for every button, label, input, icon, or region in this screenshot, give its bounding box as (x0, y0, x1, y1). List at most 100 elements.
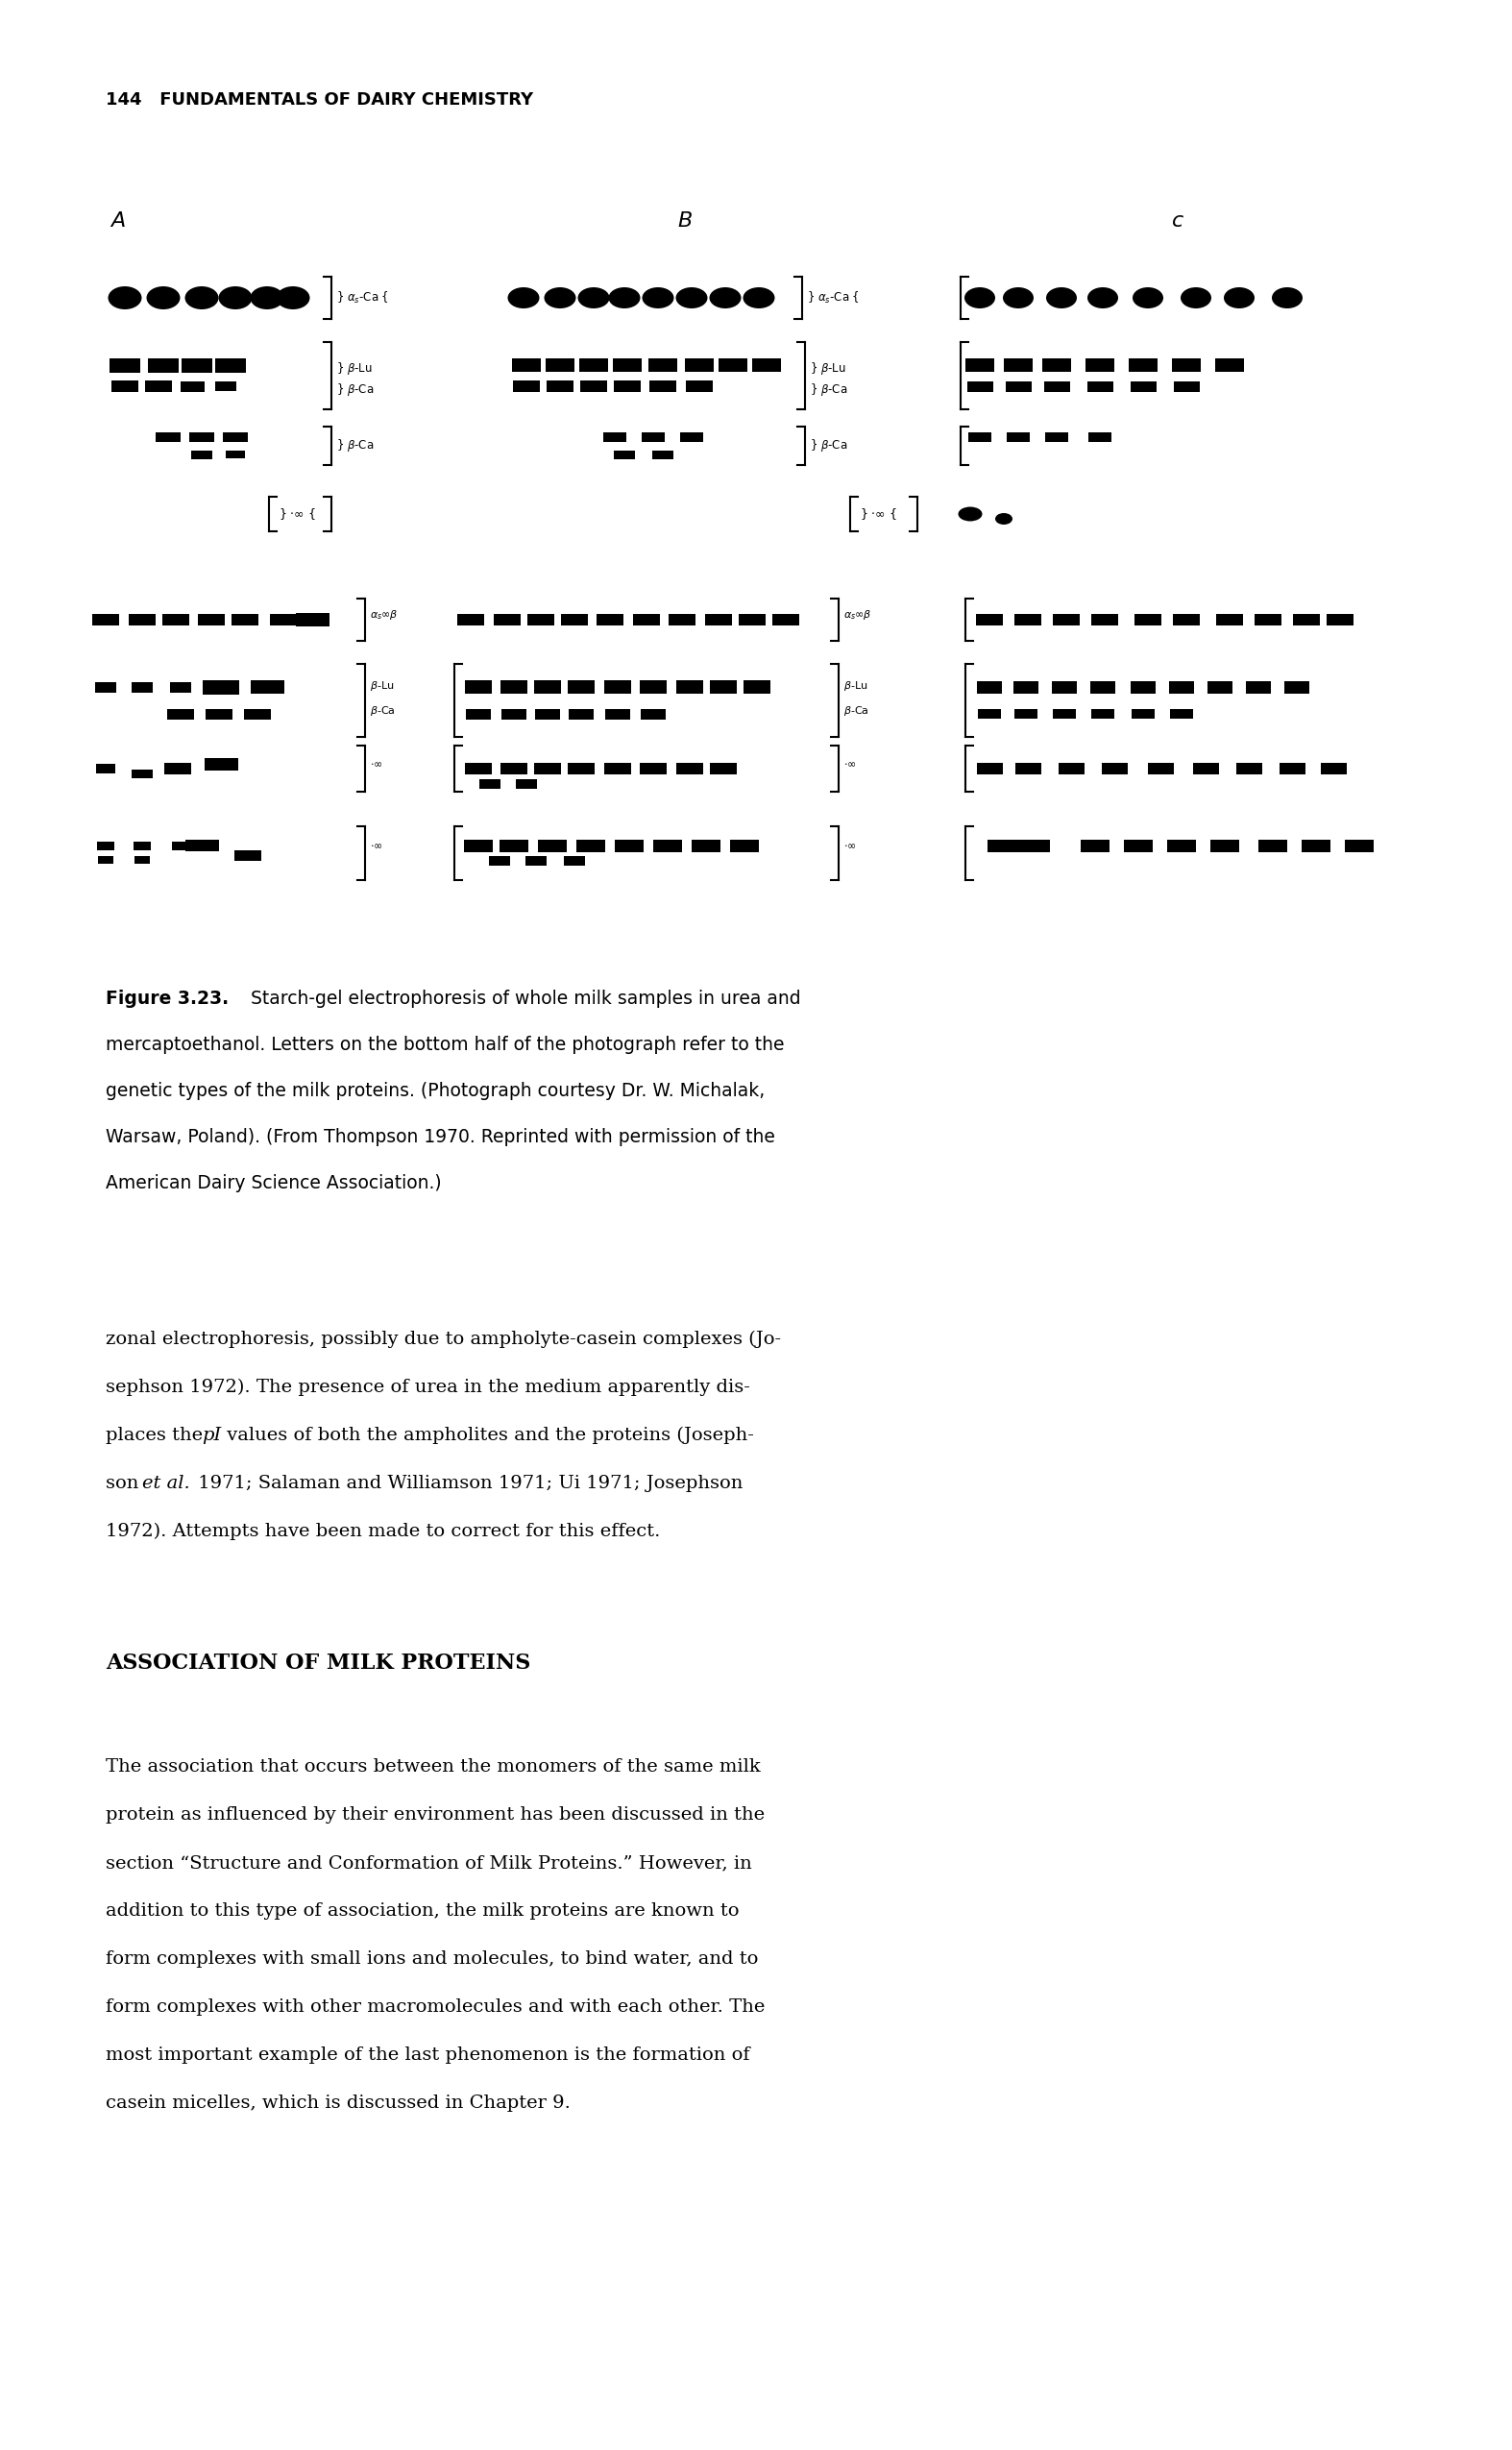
Bar (135, 855, 150, 865)
Text: } $\beta$-Ca: } $\beta$-Ca (810, 382, 848, 397)
Text: Warsaw, Poland). (From Thompson 1970. Reprinted with permission of the: Warsaw, Poland). (From Thompson 1970. Re… (106, 1127, 776, 1147)
Bar (676, 762, 703, 774)
Bar (1170, 708, 1193, 718)
Ellipse shape (676, 287, 708, 309)
Bar (1005, 380, 1031, 392)
Ellipse shape (1132, 287, 1163, 309)
Bar (1193, 762, 1219, 774)
Bar (1326, 615, 1353, 625)
Bar (97, 840, 115, 850)
Bar (145, 380, 172, 392)
Bar (640, 762, 667, 774)
Bar (1302, 840, 1331, 853)
Bar (1086, 358, 1114, 372)
Text: $\beta$-Lu: $\beta$-Lu (370, 679, 395, 693)
Ellipse shape (147, 287, 180, 309)
Text: $\beta$-Ca: $\beta$-Ca (844, 703, 869, 718)
Text: zonal electrophoresis, possibly due to ampholyte-casein complexes (Jo-: zonal electrophoresis, possibly due to a… (106, 1330, 782, 1348)
Text: et al.: et al. (142, 1475, 191, 1492)
Text: } $\alpha_s$-Ca {: } $\alpha_s$-Ca { (336, 289, 389, 306)
Bar (206, 708, 233, 720)
Bar (561, 615, 588, 625)
Text: son: son (106, 1475, 145, 1492)
Text: c: c (1172, 211, 1184, 230)
Bar (1208, 681, 1232, 693)
Bar (649, 358, 677, 372)
Bar (464, 762, 491, 774)
Ellipse shape (184, 287, 219, 309)
Bar (1007, 431, 1030, 441)
Text: $\beta$-Lu: $\beta$-Lu (844, 679, 868, 693)
Bar (1235, 762, 1261, 774)
Ellipse shape (742, 287, 774, 309)
Bar (567, 762, 594, 774)
Bar (457, 615, 484, 625)
Bar (605, 708, 631, 720)
Bar (680, 431, 703, 441)
Bar (705, 615, 732, 625)
Bar (97, 764, 115, 774)
Bar (567, 681, 594, 693)
Ellipse shape (578, 287, 609, 309)
Text: sephson 1972). The presence of urea in the medium apparently dis-: sephson 1972). The presence of urea in t… (106, 1379, 750, 1396)
Ellipse shape (709, 287, 741, 309)
Text: 1971; Salaman and Williamson 1971; Ui 1971; Josephson: 1971; Salaman and Williamson 1971; Ui 19… (192, 1475, 742, 1492)
Bar (1211, 840, 1240, 853)
Bar (1015, 708, 1037, 718)
Text: most important example of the last phenomenon is the formation of: most important example of the last pheno… (106, 2046, 750, 2063)
Bar (581, 380, 608, 392)
Bar (730, 840, 759, 853)
Bar (1052, 615, 1080, 625)
Bar (1015, 762, 1040, 774)
Bar (615, 840, 644, 853)
Bar (98, 855, 113, 865)
Bar (204, 757, 237, 769)
Text: form complexes with small ions and molecules, to bind water, and to: form complexes with small ions and molec… (106, 1950, 759, 1967)
Bar (1087, 380, 1113, 392)
Bar (1148, 762, 1173, 774)
Bar (488, 855, 510, 865)
Bar (605, 681, 631, 693)
Bar (112, 380, 138, 392)
Text: pI: pI (201, 1426, 221, 1443)
Text: $\cdot\infty$: $\cdot\infty$ (370, 840, 383, 850)
Text: } $\beta$-Lu: } $\beta$-Lu (810, 360, 847, 377)
Ellipse shape (643, 287, 674, 309)
Bar (156, 431, 180, 441)
Bar (649, 380, 676, 392)
Bar (739, 615, 765, 625)
Bar (184, 840, 219, 850)
Bar (603, 431, 626, 441)
Bar (711, 762, 736, 774)
Bar (579, 358, 608, 372)
Ellipse shape (995, 512, 1013, 524)
Bar (1167, 840, 1196, 853)
Bar (500, 762, 528, 774)
Bar (614, 451, 635, 458)
Bar (1173, 380, 1199, 392)
Text: } $\cdot\infty$ {: } $\cdot\infty$ { (860, 507, 897, 522)
Text: $\cdot\infty$: $\cdot\infty$ (844, 760, 856, 769)
Bar (1013, 681, 1039, 693)
Bar (711, 681, 736, 693)
Ellipse shape (219, 287, 253, 309)
Bar (975, 615, 1002, 625)
Bar (526, 855, 546, 865)
Bar (180, 380, 204, 392)
Ellipse shape (1181, 287, 1211, 309)
Bar (1284, 681, 1309, 693)
Bar (676, 681, 703, 693)
Text: 144   FUNDAMENTALS OF DAIRY CHEMISTRY: 144 FUNDAMENTALS OF DAIRY CHEMISTRY (106, 91, 534, 108)
Bar (1131, 708, 1155, 718)
Text: $\alpha_s\infty\beta$: $\alpha_s\infty\beta$ (844, 608, 872, 622)
Bar (234, 850, 262, 860)
Bar (466, 708, 491, 720)
Bar (95, 681, 116, 693)
Bar (243, 708, 271, 720)
Bar (513, 358, 541, 372)
Bar (1344, 840, 1374, 853)
Bar (1216, 615, 1243, 625)
Bar (668, 615, 696, 625)
Bar (1004, 358, 1033, 372)
Bar (494, 615, 520, 625)
